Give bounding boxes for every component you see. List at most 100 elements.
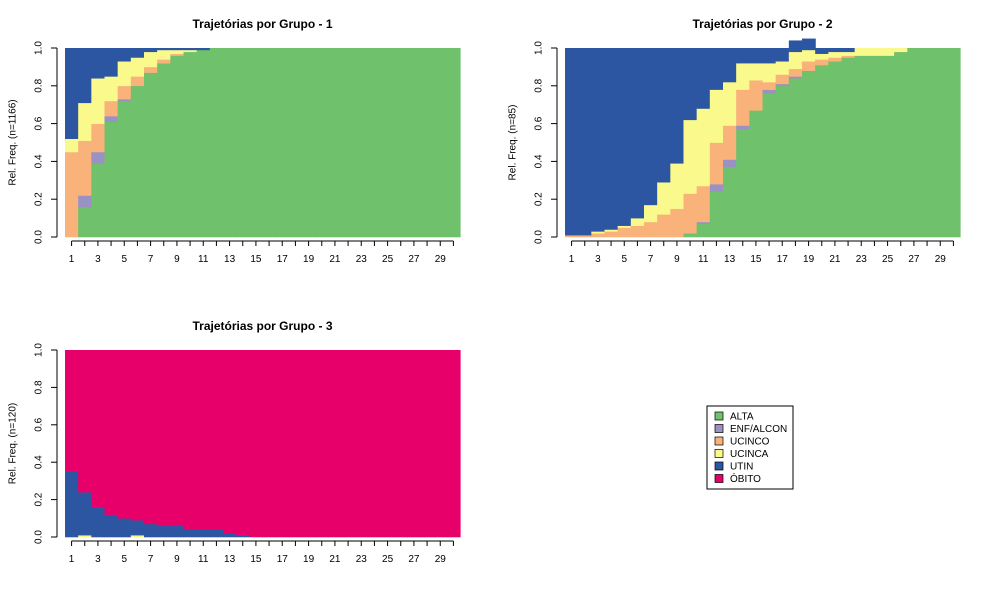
bar-segment-alta-day-8 xyxy=(157,63,171,238)
bar-segment-utin-day-2 xyxy=(578,48,592,236)
x-tick-label: 5 xyxy=(121,554,127,565)
y-tick-label: 0.4 xyxy=(34,154,45,168)
bar-segment-utin-day-5 xyxy=(117,48,132,62)
bar-segment-alta-day-15 xyxy=(749,110,764,238)
legend-item: UCINCO xyxy=(714,437,770,448)
bar-segment-ucinca-day-6 xyxy=(130,57,145,77)
bar-segment--bito-day-4 xyxy=(104,350,119,515)
bar-segment-utin-day-13 xyxy=(223,533,237,538)
bar-segment-alta-day-18 xyxy=(288,48,303,238)
bar-segment-utin-day-3 xyxy=(591,48,606,232)
bar-segment--bito-day-11 xyxy=(196,350,211,530)
bar-segment--bito-day-25 xyxy=(381,350,395,538)
x-tick-label: 13 xyxy=(224,254,236,265)
bar-segment-alta-day-26 xyxy=(894,51,908,238)
bar-segment-ucinco-day-1 xyxy=(65,151,79,238)
bar-segment-alta-day-25 xyxy=(381,48,395,238)
bar-segment-ucinca-day-7 xyxy=(644,204,658,223)
legend-swatch xyxy=(714,474,724,483)
x-tick-label: 21 xyxy=(329,554,341,565)
legend-item: ENF/ALCON xyxy=(714,424,787,435)
x-tick-label: 29 xyxy=(435,554,447,565)
bar-segment--bito-day-6 xyxy=(130,350,145,521)
x-tick-label: 11 xyxy=(198,254,209,265)
bar-segment-utin-day-20 xyxy=(815,48,829,54)
legend-swatch xyxy=(714,449,724,458)
x-tick-label: 25 xyxy=(382,254,394,265)
bar-segment-ucinco-day-10 xyxy=(683,193,698,234)
y-tick-label: 1.0 xyxy=(34,41,45,55)
bar-segment-alta-day-30 xyxy=(946,48,961,238)
bar-segment--bito-day-30 xyxy=(446,350,461,538)
bar-segment-enf-alcon-day-11 xyxy=(696,221,711,225)
legend-label: UCINCA xyxy=(730,449,769,460)
y-tick-label: 0.6 xyxy=(534,116,545,130)
bar-segment-ucinco-day-19 xyxy=(802,61,816,71)
bar-segment-enf-alcon-day-18 xyxy=(788,76,803,79)
bar-segment-ucinco-day-4 xyxy=(104,100,119,117)
bar-segment-ucinco-day-9 xyxy=(170,53,185,56)
bar-segment-ucinca-day-3 xyxy=(91,78,106,124)
bar-segment--bito-day-9 xyxy=(170,350,185,527)
bar-segment--bito-day-23 xyxy=(354,350,369,538)
bar-segment-ucinca-day-8 xyxy=(657,182,671,215)
bar-segment-ucinca-day-17 xyxy=(775,61,790,75)
bar-segment-ucinca-day-24 xyxy=(867,48,882,56)
y-tick-label: 0.2 xyxy=(34,492,45,506)
bar-segment--bito-day-14 xyxy=(236,350,250,536)
y-tick-label: 0.8 xyxy=(34,380,45,394)
y-axis-label: Rel. Freq. (n=1166) xyxy=(8,99,19,185)
bar-segment-alta-day-19 xyxy=(302,48,316,238)
bar-segment--bito-day-27 xyxy=(407,350,422,538)
bar-segment-alta-day-27 xyxy=(907,48,922,238)
y-axis: 0.0 0.2 0.4 0.6 0.8 1.0 xyxy=(534,41,558,244)
bar-segment-ucinca-day-9 xyxy=(670,163,685,209)
x-axis: 1 3 5 7 9 11 13 15 17 19 21 23 25 27 29 xyxy=(69,540,454,565)
x-tick-label: 9 xyxy=(174,254,180,265)
bar-segment-alta-day-23 xyxy=(354,48,369,238)
bar-segment-alta-day-20 xyxy=(815,65,829,238)
bar-segment-ucinco-day-13 xyxy=(723,125,737,160)
bar-segment-utin-day-22 xyxy=(841,48,856,53)
bar-segment-alta-day-11 xyxy=(696,223,711,238)
x-tick-label: 27 xyxy=(908,254,920,265)
legend-swatch xyxy=(714,461,724,471)
bar-segment-ucinco-day-4 xyxy=(604,231,619,238)
bar-segment-utin-day-5 xyxy=(617,48,632,226)
bar-segment-alta-day-22 xyxy=(841,57,856,238)
y-tick-label: 0.2 xyxy=(534,192,545,206)
y-tick-label: 0.6 xyxy=(34,116,45,130)
bar-segment-utin-day-1 xyxy=(565,48,579,236)
bar-segment--bito-day-3 xyxy=(91,350,106,508)
bar-segment-ucinca-day-26 xyxy=(894,48,908,53)
bar-segment-ucinco-day-17 xyxy=(775,74,790,85)
y-tick-label: 0.0 xyxy=(34,230,45,244)
bar-segment-enf-alcon-day-12 xyxy=(709,184,724,192)
bar-segment-alta-day-4 xyxy=(104,121,119,238)
x-tick-label: 9 xyxy=(174,554,180,565)
legend-item: ALTA xyxy=(714,412,754,423)
x-tick-label: 3 xyxy=(95,254,101,265)
y-tick-label: 0.8 xyxy=(34,78,45,92)
bar-segment-enf-alcon-day-17 xyxy=(775,83,790,87)
bar-segment-enf-alcon-day-13 xyxy=(723,159,737,168)
bar-segment-ucinca-day-4 xyxy=(604,229,619,232)
bar-segment-utin-day-15 xyxy=(749,48,764,64)
bar-segment-alta-day-13 xyxy=(223,48,237,238)
bar-segment--bito-day-13 xyxy=(223,350,237,534)
bar-segment-ucinco-day-5 xyxy=(117,85,132,100)
bar-segment-utin-day-9 xyxy=(170,525,185,538)
bar-segment-alta-day-14 xyxy=(736,129,750,238)
chart-title: Trajetórias por Grupo - 3 xyxy=(192,319,332,333)
bar-segment--bito-day-1 xyxy=(65,350,79,472)
x-tick-label: 17 xyxy=(277,554,289,565)
x-tick-label: 29 xyxy=(935,254,947,265)
x-tick-label: 13 xyxy=(724,254,736,265)
x-tick-label: 3 xyxy=(595,254,601,265)
bar-segment-ucinca-day-16 xyxy=(762,63,777,83)
bar-segment-enf-alcon-day-2 xyxy=(78,195,92,208)
x-tick-label: 9 xyxy=(674,254,680,265)
bar-segment-utin-day-8 xyxy=(657,48,671,183)
chart-panel-2: 1 3 5 7 9 11 13 15 17 19 21 23 25 27 290.00.20.40.60.8… xyxy=(508,17,961,265)
bar-segment-utin-day-4 xyxy=(104,514,119,538)
